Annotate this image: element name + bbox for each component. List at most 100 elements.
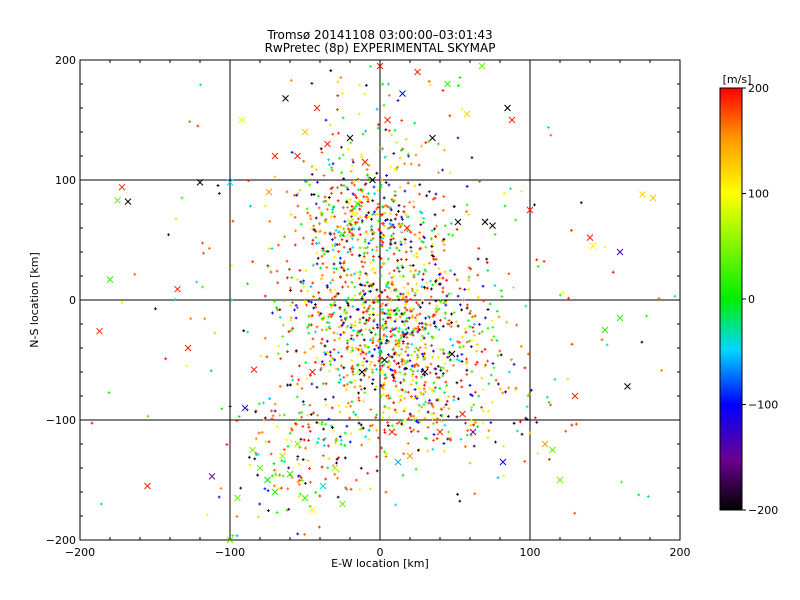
data-point-plus	[302, 403, 306, 407]
data-point-x	[616, 248, 624, 256]
data-point-plus	[640, 340, 644, 344]
data-point-plus	[387, 310, 391, 314]
data-point-plus	[331, 244, 334, 247]
data-point-plus	[470, 156, 474, 160]
data-point-plus	[392, 346, 396, 350]
data-point-plus	[379, 239, 382, 242]
data-point-plus	[519, 345, 523, 348]
data-point-plus	[430, 244, 434, 248]
data-point-plus	[296, 532, 300, 536]
data-point-plus	[319, 368, 322, 372]
data-point-plus	[304, 446, 307, 450]
data-point-plus	[378, 229, 381, 232]
data-point-plus	[346, 301, 350, 305]
data-point-x	[624, 383, 631, 390]
data-point-plus	[317, 206, 321, 210]
data-point-plus	[247, 179, 250, 182]
data-point-plus	[299, 222, 303, 226]
data-point-plus	[386, 295, 389, 299]
data-point-plus	[390, 424, 394, 428]
data-point-plus	[360, 201, 364, 204]
data-point-plus	[413, 350, 417, 354]
data-point-plus	[477, 295, 480, 299]
data-point-plus	[333, 301, 337, 304]
data-point-plus	[265, 355, 269, 359]
data-point-plus	[423, 286, 426, 289]
data-point-plus	[363, 391, 367, 395]
data-point-x	[469, 428, 477, 436]
data-point-plus	[413, 121, 417, 125]
data-point-plus	[349, 169, 353, 173]
data-point-plus	[439, 299, 442, 303]
data-point-plus	[309, 217, 313, 221]
y-tick-label: 100	[55, 174, 76, 187]
data-point-plus	[269, 452, 273, 456]
data-point-x	[639, 191, 646, 198]
data-point-plus	[375, 323, 379, 327]
data-point-plus	[386, 365, 390, 369]
data-point-plus	[342, 184, 346, 188]
data-point-plus	[422, 217, 426, 220]
data-point-plus	[362, 357, 366, 360]
data-point-plus	[411, 315, 414, 319]
data-point-plus	[343, 431, 347, 435]
data-point-plus	[282, 448, 286, 451]
data-point-plus	[498, 349, 502, 353]
data-point-plus	[237, 415, 241, 419]
data-point-plus	[547, 457, 551, 461]
data-point-plus	[386, 227, 390, 230]
data-point-plus	[353, 193, 357, 197]
data-point-plus	[360, 333, 364, 337]
data-point-plus	[483, 365, 487, 369]
data-point-plus	[99, 502, 103, 506]
data-point-x	[381, 356, 388, 364]
data-point-plus	[357, 396, 361, 400]
data-point-plus	[387, 415, 391, 419]
data-point-plus	[402, 452, 406, 456]
data-point-plus	[384, 322, 388, 325]
data-point-plus	[337, 131, 340, 135]
data-point-plus	[375, 207, 378, 211]
data-point-plus	[278, 316, 282, 319]
data-point-plus	[300, 415, 303, 419]
data-point-plus	[458, 499, 462, 503]
data-point-plus	[342, 261, 346, 265]
data-point-x	[265, 188, 273, 196]
data-point-plus	[311, 345, 315, 349]
data-point-plus	[296, 382, 299, 386]
data-point-plus	[400, 347, 403, 351]
data-point-plus	[412, 254, 416, 258]
data-point-plus	[235, 515, 239, 518]
data-point-plus	[468, 325, 472, 328]
data-point-plus	[390, 276, 394, 280]
data-point-plus	[326, 285, 329, 289]
data-point-plus	[416, 325, 420, 329]
data-point-plus	[397, 209, 400, 213]
data-point-plus	[500, 295, 504, 298]
data-point-plus	[381, 416, 384, 420]
data-point-plus	[514, 218, 517, 222]
data-point-plus	[423, 380, 427, 384]
data-point-x	[226, 179, 234, 186]
data-point-plus	[466, 288, 470, 291]
data-point-x	[309, 368, 316, 376]
data-point-plus	[246, 330, 250, 334]
data-point-plus	[468, 461, 472, 465]
data-point-plus	[365, 273, 369, 277]
data-point-plus	[387, 308, 390, 312]
data-point-plus	[363, 284, 367, 287]
data-point-x	[571, 392, 579, 400]
data-point-plus	[325, 339, 329, 343]
data-point-plus	[375, 429, 379, 432]
data-point-plus	[464, 421, 467, 425]
data-point-plus	[455, 381, 459, 385]
data-point-plus	[383, 431, 387, 434]
data-point-plus	[328, 327, 332, 330]
data-point-plus	[339, 76, 343, 80]
data-point-plus	[441, 372, 445, 375]
data-point-plus	[369, 487, 372, 491]
data-point-plus	[380, 341, 383, 345]
data-point-plus	[415, 313, 419, 317]
data-point-plus	[514, 386, 518, 390]
data-point-plus	[395, 422, 399, 425]
